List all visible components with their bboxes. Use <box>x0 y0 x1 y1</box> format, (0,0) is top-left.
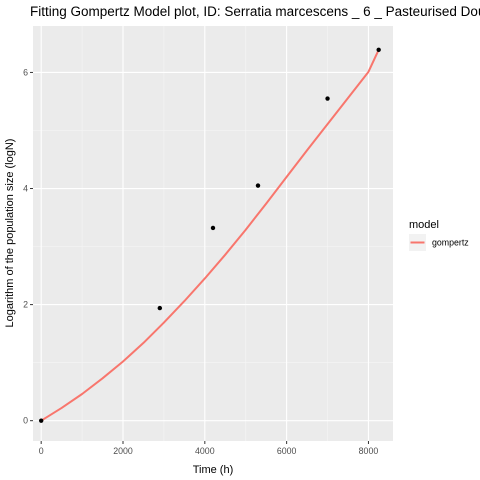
y-axis: 0 2 4 6 <box>23 67 33 426</box>
points-layer <box>38 47 381 423</box>
series-layer <box>40 48 380 422</box>
y-axis-title: Logarithm of the population size (logN) <box>4 139 16 328</box>
x-axis-title: Time (h) <box>193 464 234 476</box>
data-point <box>255 183 261 188</box>
legend-label: gompertz <box>432 238 469 248</box>
x-tick-label: 6000 <box>277 446 297 456</box>
y-tick-label: 0 <box>23 416 28 426</box>
data-point <box>210 225 216 231</box>
y-tick-label: 4 <box>23 184 28 194</box>
x-axis: 0 2000 4000 6000 8000 <box>39 441 379 456</box>
x-tick-label: 0 <box>39 446 44 456</box>
y-tick-label: 6 <box>23 67 28 77</box>
x-tick-label: 8000 <box>359 446 379 456</box>
chart-title: Fitting Gompertz Model plot, ID: Serrati… <box>30 4 480 19</box>
data-point <box>325 96 330 101</box>
legend-title: model <box>409 219 439 231</box>
series-line-gompertz <box>40 48 380 422</box>
grid <box>33 26 393 441</box>
legend: model gompertz <box>409 219 469 251</box>
y-tick-label: 2 <box>23 300 28 310</box>
data-point <box>38 418 44 423</box>
plot-panel <box>33 26 393 441</box>
data-point <box>376 47 381 52</box>
x-tick-label: 2000 <box>113 446 133 456</box>
data-point <box>157 305 163 311</box>
x-tick-label: 4000 <box>195 446 215 456</box>
